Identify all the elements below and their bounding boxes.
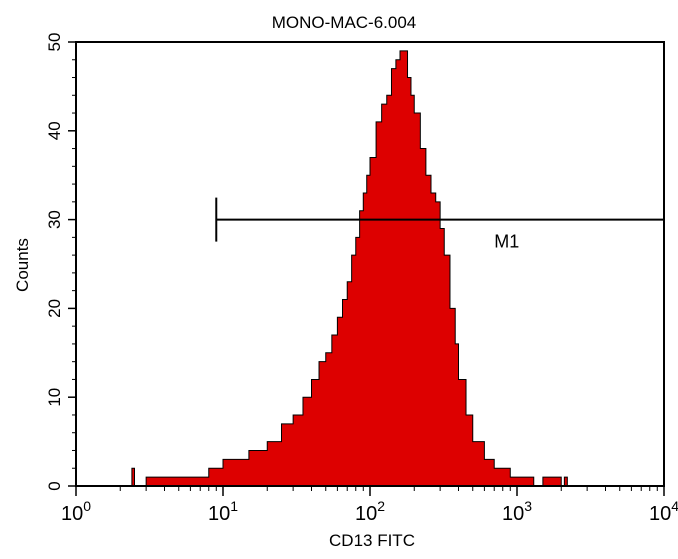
y-tick-label: 40: [45, 121, 64, 140]
y-tick-label: 0: [45, 481, 64, 490]
x-tick-label: 101: [208, 498, 238, 525]
y-tick-label: 30: [45, 210, 64, 229]
x-tick-label: 100: [61, 498, 91, 525]
x-tick-label: 102: [355, 498, 385, 525]
chart-title: MONO-MAC-6.004: [272, 13, 417, 32]
y-tick-label: 10: [45, 388, 64, 407]
histogram-area: [76, 50, 664, 487]
plot-layer: 0 10 20 30 40 50 100 101 102 103 104 M1: [45, 33, 678, 525]
x-tick-label: 104: [649, 498, 678, 525]
x-tick-label: 103: [502, 498, 532, 525]
y-tick-label: 20: [45, 299, 64, 318]
y-tick-label: 50: [45, 33, 64, 52]
x-axis-label: CD13 FITC: [329, 531, 415, 550]
y-axis-label: Counts: [13, 238, 32, 292]
marker-label: M1: [494, 232, 519, 252]
